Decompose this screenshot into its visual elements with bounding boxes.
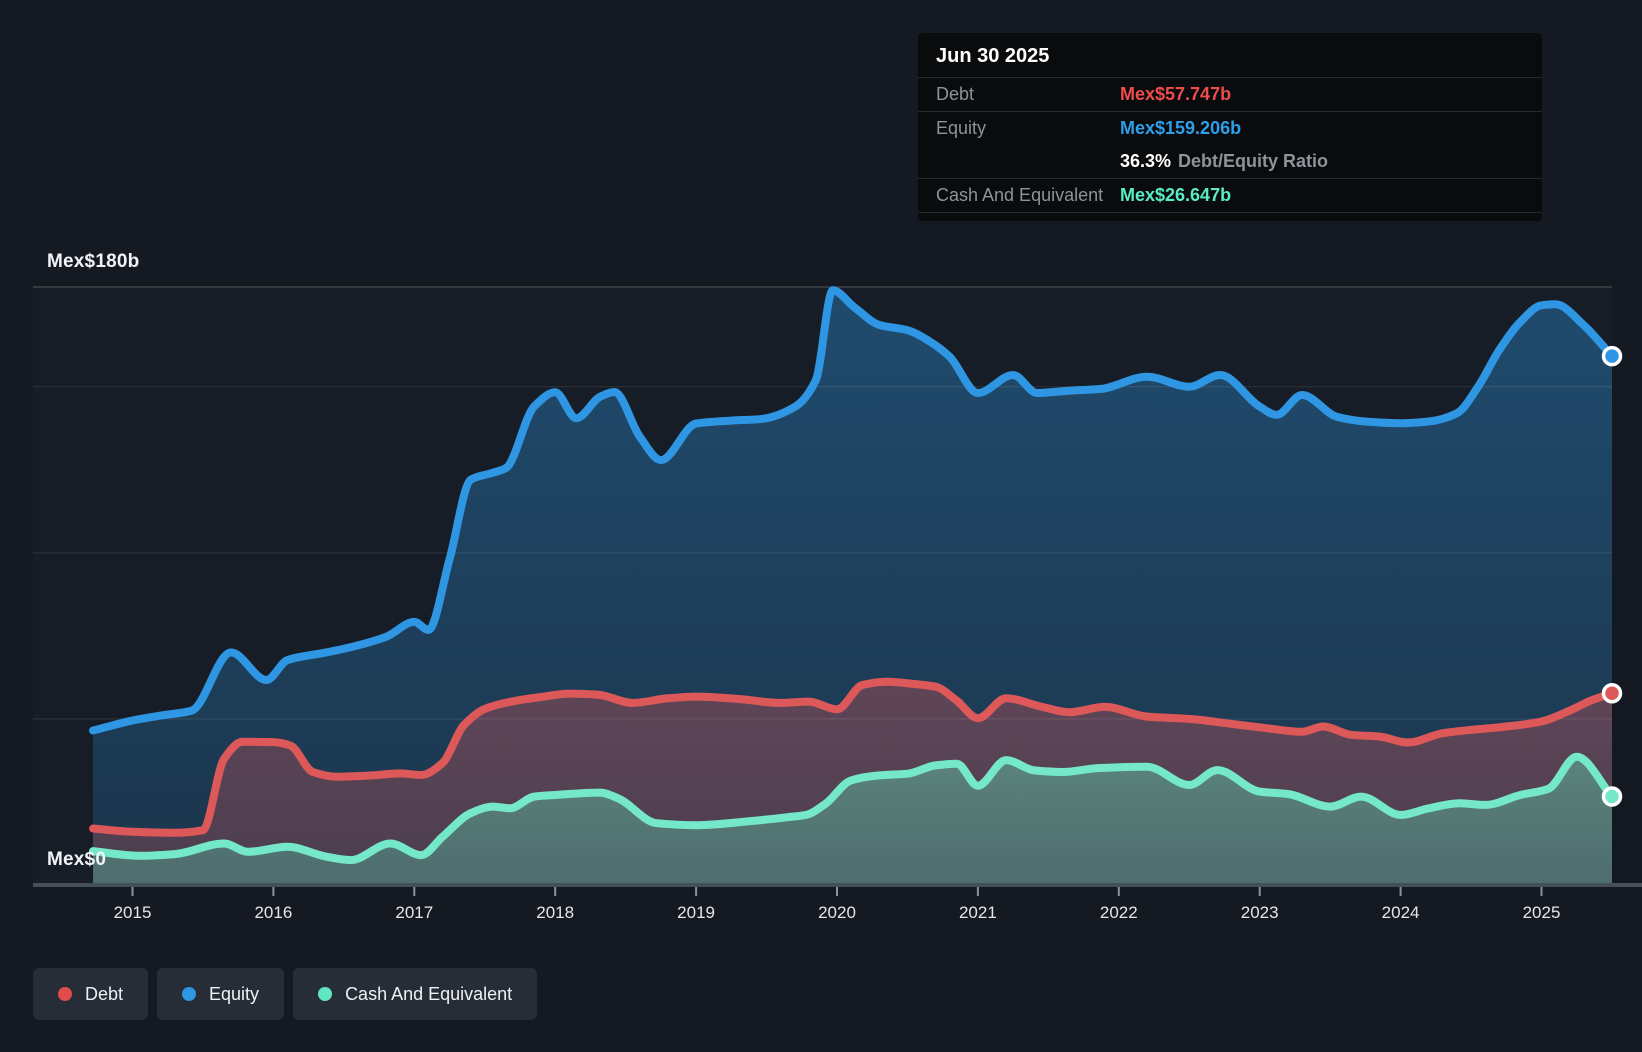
tooltip-equity-label: Equity (936, 118, 987, 138)
tooltip-row-ratio: 36.3% Debt/Equity Ratio (918, 145, 1542, 179)
tooltip-ratio-label: Debt/Equity Ratio (1178, 151, 1329, 171)
tooltip-debt-value: Mex$57.747b (1120, 84, 1232, 104)
chart-tooltip: Jun 30 2025 Debt Mex$57.747b Equity Mex$… (918, 33, 1542, 221)
equity-legend-dot-icon (182, 987, 197, 1001)
plot-right-margin (1612, 286, 1642, 886)
legend-cash-label: Cash And Equivalent (345, 983, 513, 1004)
tooltip-ratio-value: 36.3% (1120, 151, 1172, 171)
x-axis-line (33, 883, 1642, 887)
equity-end-marker (1601, 345, 1623, 367)
debt-legend-dot-icon (58, 987, 72, 1001)
legend-equity-label: Equity (209, 983, 260, 1004)
tooltip-row-equity: Equity Mex$159.206b (918, 112, 1542, 145)
cash-legend-dot-icon (318, 987, 333, 1001)
y-axis-label-zero: Mex$0 (47, 849, 107, 870)
tooltip-row-cash: Cash And Equivalent Mex$26.647b (918, 179, 1542, 213)
legend-item-debt[interactable]: Debt (33, 968, 149, 1020)
cash-line (89, 752, 1616, 865)
equity-line (89, 286, 1616, 735)
cash-area (93, 756, 1612, 885)
tooltip-date: Jun 30 2025 (918, 33, 1542, 78)
debt-line (89, 677, 1616, 837)
legend-debt-label: Debt (85, 983, 124, 1004)
tooltip-cash-label: Cash And Equivalent (936, 185, 1104, 205)
tooltip-debt-label: Debt (936, 84, 975, 104)
cash-end-marker (1601, 786, 1623, 807)
tooltip-equity-value: Mex$159.206b (1120, 118, 1242, 138)
legend-item-cash[interactable]: Cash And Equivalent (293, 968, 538, 1020)
legend-item-equity[interactable]: Equity (157, 968, 285, 1020)
debt-end-marker (1601, 682, 1623, 704)
y-axis-label-max: Mex$180b (47, 251, 140, 272)
chart-legend: Debt Equity Cash And Equivalent (33, 968, 538, 1020)
tooltip-row-debt: Debt Mex$57.747b (918, 78, 1542, 112)
tooltip-cash-value: Mex$26.647b (1120, 185, 1232, 205)
